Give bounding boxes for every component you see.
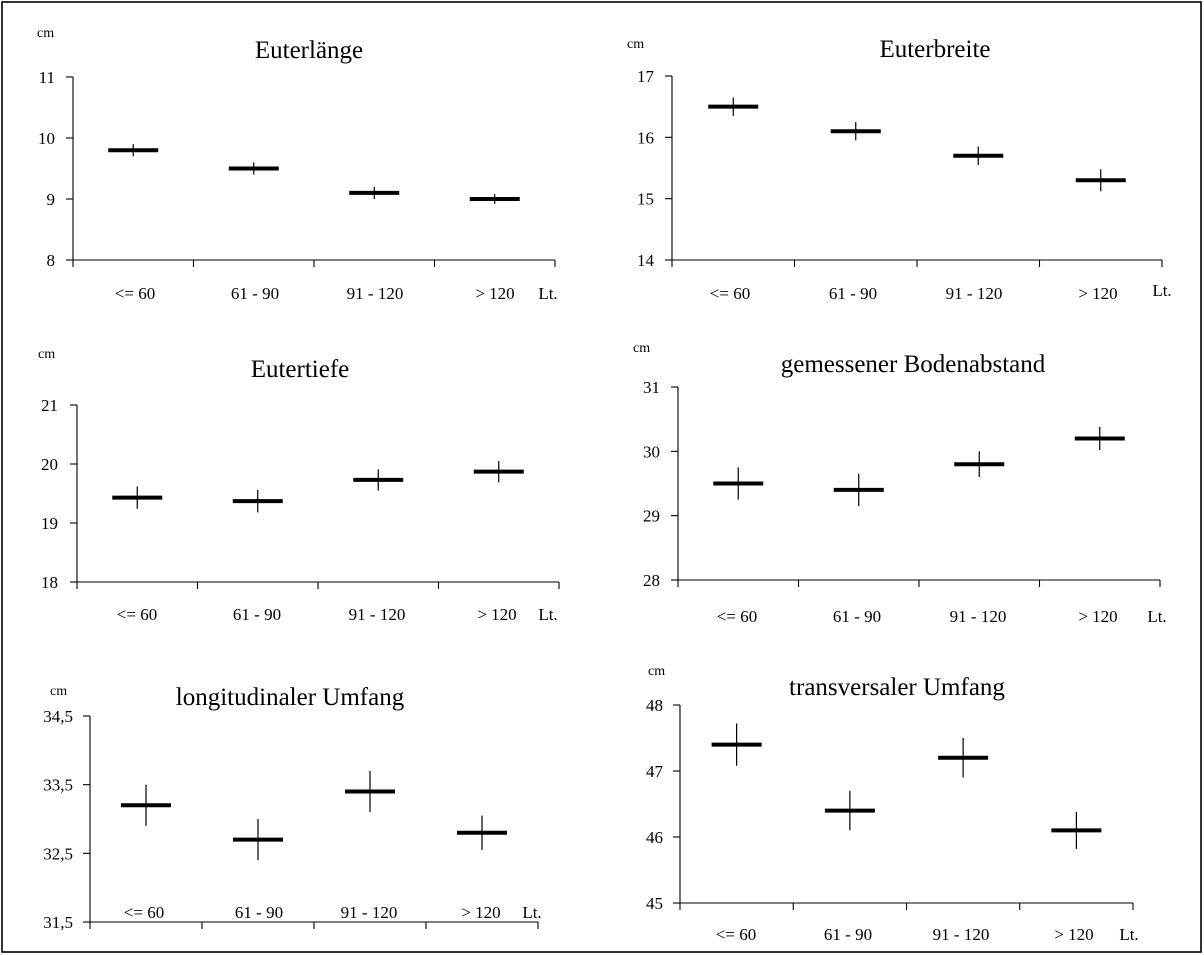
x-axis-unit-label: Lt.	[538, 605, 557, 624]
x-tick-label: 61 - 90	[824, 925, 872, 944]
x-axis-unit-label: Lt.	[1152, 281, 1171, 300]
y-tick-label: 48	[646, 696, 663, 715]
y-tick-label: 10	[38, 129, 55, 148]
x-tick-label: > 120	[1054, 925, 1093, 944]
y-tick-label: 31	[643, 378, 660, 397]
y-tick-label: 30	[643, 442, 660, 461]
x-tick-label: > 120	[477, 605, 516, 624]
chart-panel: Euterlänge cm 8 9 10 11 <= 60 61 - 90 91 - 120 > …	[37, 26, 558, 303]
y-axis-unit-label: cm	[627, 37, 644, 52]
x-tick-label: 61 - 90	[233, 605, 281, 624]
y-tick-label: 28	[643, 571, 660, 590]
x-tick-label: 91 - 120	[933, 925, 990, 944]
y-tick-label: 11	[39, 68, 55, 87]
x-tick-label: <= 60	[117, 605, 157, 624]
y-tick-label: 15	[637, 190, 654, 209]
chart-panel: gemessener Bodenabstand cm 28 29 30 31 <= 60 61…	[633, 341, 1167, 626]
x-tick-label: 61 - 90	[231, 284, 279, 303]
x-tick-label: 61 - 90	[833, 607, 881, 626]
y-tick-label: 18	[41, 573, 58, 592]
x-tick-label: 61 - 90	[235, 903, 283, 922]
x-axis-unit-label: Lt.	[1119, 925, 1138, 944]
x-tick-label: > 120	[1078, 284, 1117, 303]
chart-panel: longitudinaler Umfang cm 31,5 32,5 33,5 34,5 <…	[43, 684, 541, 932]
x-axis-unit-label: Lt.	[1147, 607, 1166, 626]
y-tick-label: 47	[646, 762, 664, 781]
y-axis-unit-label: cm	[633, 341, 650, 356]
y-tick-label: 29	[643, 507, 660, 526]
chart-title: transversaler Umfang	[789, 674, 1005, 701]
x-tick-label: <= 60	[124, 903, 164, 922]
y-tick-label: 14	[637, 251, 655, 270]
y-tick-label: 16	[637, 128, 654, 147]
x-axis-unit-label: Lt.	[522, 903, 541, 922]
x-tick-label: 91 - 120	[347, 284, 404, 303]
x-tick-label: <= 60	[710, 284, 750, 303]
x-tick-label: > 120	[475, 284, 514, 303]
y-tick-label: 8	[47, 251, 56, 270]
chart-title: Euterbreite	[879, 36, 990, 63]
y-tick-label: 32,5	[43, 844, 73, 863]
x-tick-label: <= 60	[716, 925, 756, 944]
y-tick-label: 21	[41, 396, 58, 415]
x-tick-label: <= 60	[717, 607, 757, 626]
chart-title: longitudinaler Umfang	[176, 684, 405, 711]
x-tick-label: 61 - 90	[829, 284, 877, 303]
y-tick-label: 17	[637, 67, 655, 86]
y-tick-label: 33,5	[43, 776, 73, 795]
y-tick-label: 45	[646, 894, 663, 913]
chart-title: Euterlänge	[255, 37, 363, 64]
y-axis-unit-label: cm	[50, 684, 67, 699]
y-tick-label: 46	[646, 828, 663, 847]
x-tick-label: > 120	[461, 903, 500, 922]
chart-title: Eutertiefe	[251, 356, 350, 383]
chart-panel: transversaler Umfang cm 45 46 47 48 <= 60 61 - …	[646, 664, 1139, 944]
y-tick-label: 9	[47, 190, 56, 209]
chart-title: gemessener Bodenabstand	[781, 351, 1046, 378]
x-tick-label: 91 - 120	[341, 903, 398, 922]
x-tick-label: 91 - 120	[950, 607, 1007, 626]
y-tick-label: 31,5	[43, 913, 73, 932]
x-tick-label: 91 - 120	[349, 605, 406, 624]
y-axis-unit-label: cm	[648, 664, 665, 679]
x-tick-label: <= 60	[115, 284, 155, 303]
y-tick-label: 34,5	[43, 707, 73, 726]
y-tick-label: 19	[41, 514, 58, 533]
y-axis-unit-label: cm	[37, 26, 54, 41]
y-tick-label: 20	[41, 455, 58, 474]
y-axis-unit-label: cm	[38, 347, 55, 362]
chart-panel: Eutertiefe cm 18 19 20 21 <= 60 61 - 90 91 - 120…	[38, 347, 560, 624]
x-axis-unit-label: Lt.	[538, 284, 557, 303]
chart-panel: Euterbreite cm 14 15 16 17 <= 60 61 - 90 91 - 12…	[627, 36, 1172, 303]
x-tick-label: 91 - 120	[946, 284, 1003, 303]
x-tick-label: > 120	[1078, 607, 1117, 626]
